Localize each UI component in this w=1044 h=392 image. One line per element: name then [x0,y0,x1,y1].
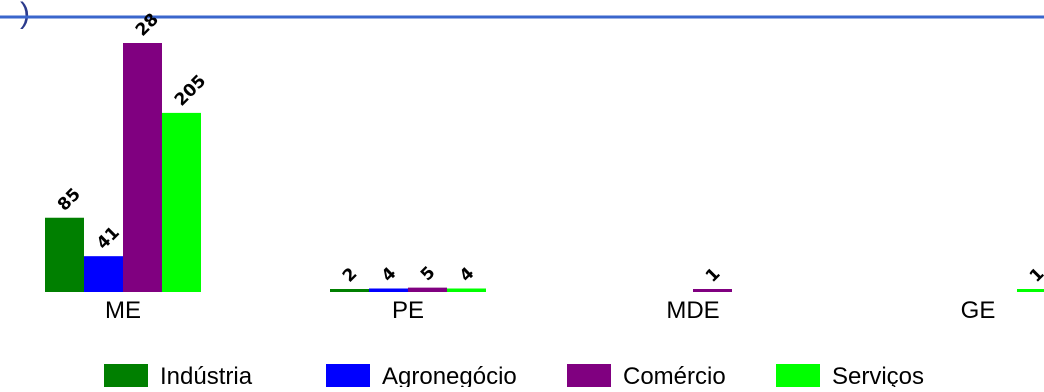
data-label-industria-me: 85 [54,184,85,215]
legend-label-comercio: Comércio [623,363,726,387]
bar-comercio-pe [408,287,447,292]
data-label-servicos-me: 205 [171,71,210,110]
category-label-me: ME [105,297,141,324]
bars-layer [45,43,1044,292]
bar-industria-pe [330,289,369,292]
legend-label-industria: Indústria [160,363,253,387]
bar-agronegocio-pe [369,288,408,292]
bar-agronegocio-me [84,256,123,292]
data-label-industria-pe: 2 [339,264,362,287]
data-label-agronegocio-me: 41 [93,223,124,254]
bar-servicos-pe [447,288,486,292]
data-label-agronegocio-pe: 4 [378,263,401,286]
bar-servicos-ge [1017,289,1044,292]
data-label-servicos-ge: 1 [1026,264,1044,287]
legend-swatch-industria [104,364,148,387]
data-label-servicos-pe: 4 [456,263,479,286]
data-label-comercio-mde: 1 [702,264,725,287]
title-fragment: ) [20,0,30,30]
legend-label-agronegocio: Agronegócio [382,363,517,387]
bar-comercio-me [123,43,162,292]
data-label-comercio-me: 28 [132,10,163,41]
category-label-mde: MDE [666,297,719,324]
bar-comercio-mde [693,289,732,292]
legend-label-servicos: Serviços [832,363,924,387]
legend-swatch-servicos [776,364,820,387]
category-label-pe: PE [392,297,424,324]
category-labels-layer: ME PE MDE GE [105,297,995,324]
bar-industria-me [45,217,84,292]
category-label-ge: GE [961,297,996,324]
legend-swatch-comercio [567,364,611,387]
legend-swatch-agronegocio [326,364,370,387]
legend: Indústria Agronegócio Comércio Serviços [104,363,924,390]
bar-servicos-me [162,112,201,292]
data-label-comercio-pe: 5 [417,263,440,286]
